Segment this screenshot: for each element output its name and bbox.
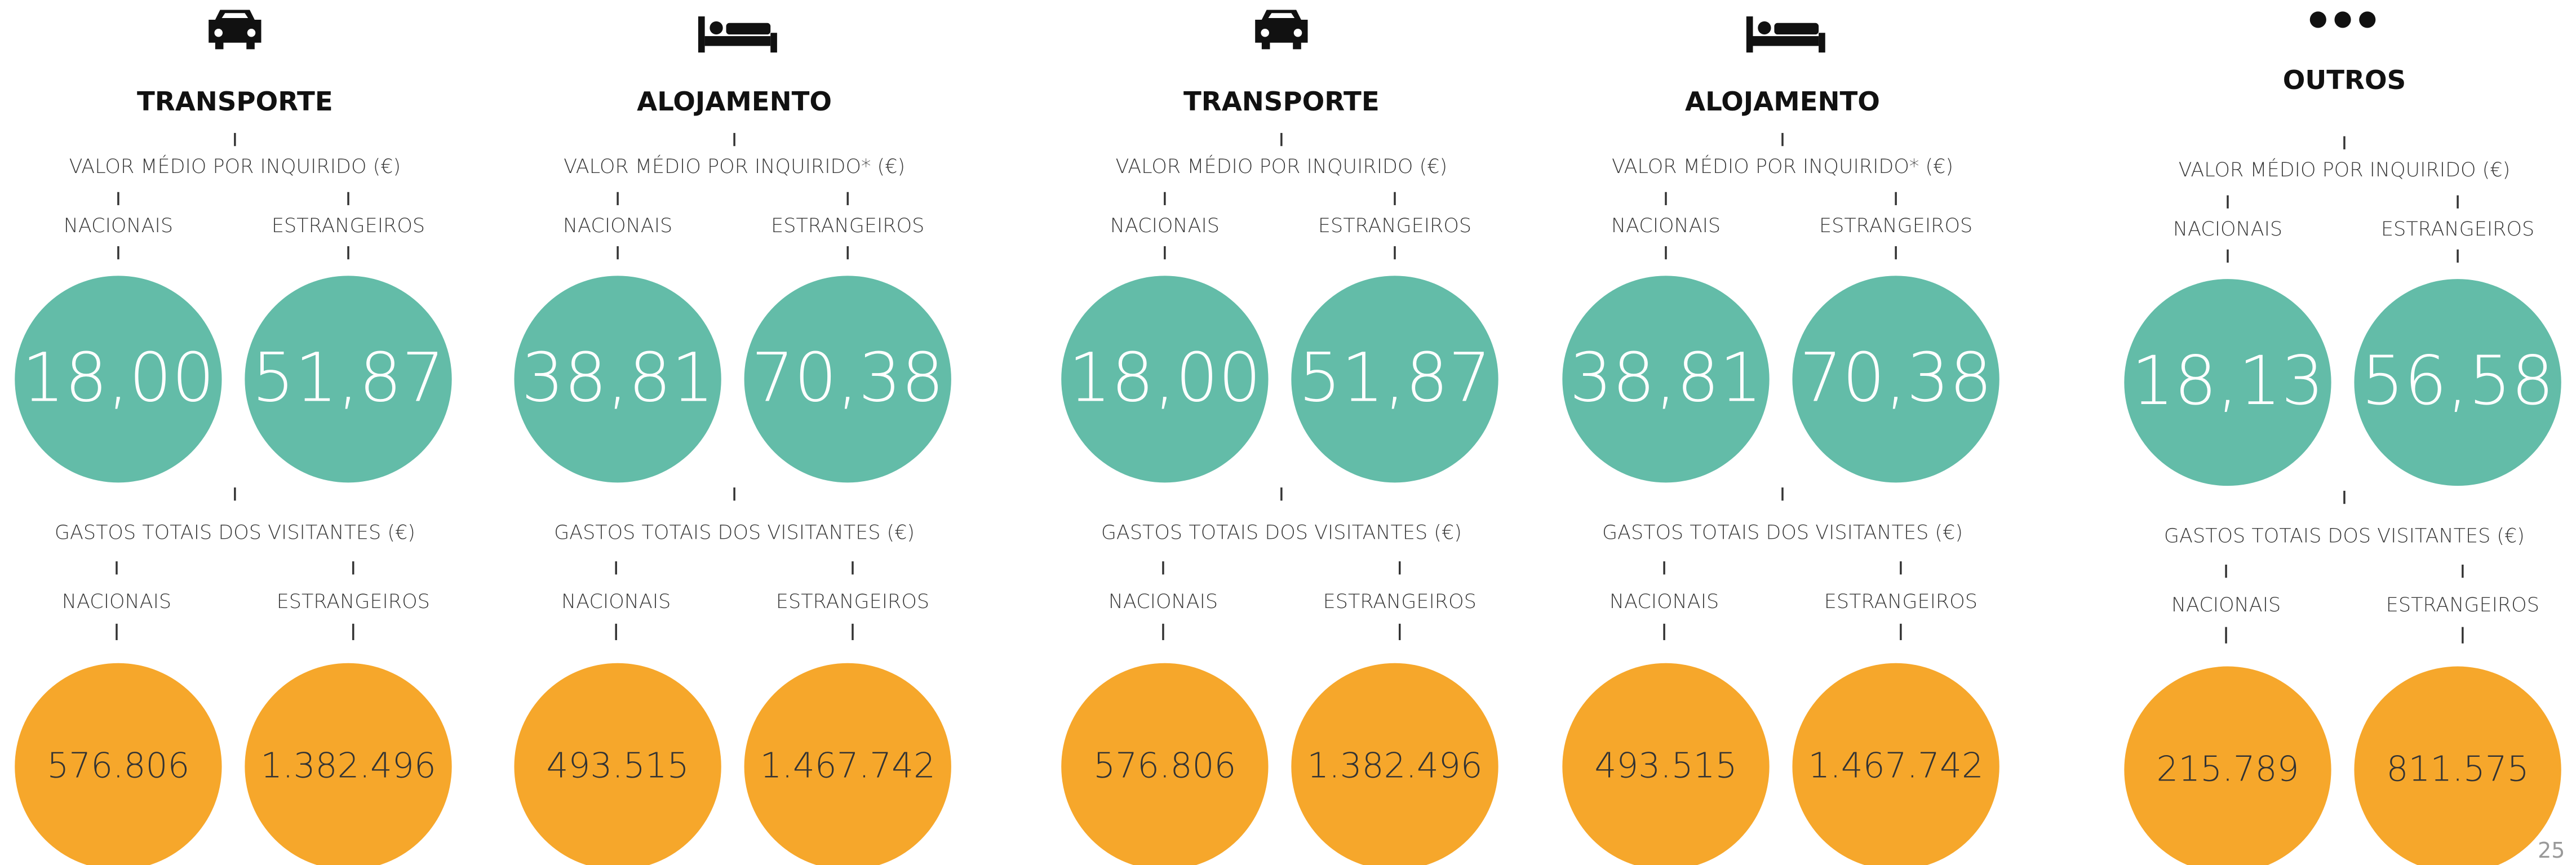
- total-value: 576.806: [1093, 746, 1236, 786]
- avg-value: 38,81: [1569, 339, 1762, 417]
- group-label: ESTRANGEIROS: [2386, 594, 2539, 616]
- section-label: GASTOS TOTAIS DOS VISITANTES (€): [554, 522, 915, 544]
- avg-value: 70,38: [1799, 339, 1992, 417]
- group-label: ESTRANGEIROS: [776, 591, 929, 613]
- car-icon: [1255, 10, 1308, 50]
- avg-value: 51,87: [1298, 339, 1491, 417]
- section-label: VALOR MÉDIO POR INQUIRIDO (€): [1116, 154, 1448, 178]
- group-label: NACIONAIS: [2173, 218, 2282, 241]
- section-label: VALOR MÉDIO POR INQUIRIDO* (€): [1612, 154, 1953, 178]
- avg-circle: [2354, 279, 2561, 486]
- panel-title: TRANSPORTE: [137, 86, 333, 117]
- bed-icon: [1746, 16, 1825, 53]
- avg-circle: [744, 276, 951, 483]
- total-value: 1.467.742: [1808, 746, 1984, 786]
- total-circle: [15, 663, 222, 865]
- total-value: 576.806: [47, 746, 189, 786]
- bed-icon: [698, 16, 777, 53]
- group-label: ESTRANGEIROS: [277, 591, 430, 613]
- section-label: VALOR MÉDIO POR INQUIRIDO* (€): [564, 154, 905, 178]
- group-label: NACIONAIS: [1610, 591, 1719, 613]
- panel-title: ALOJAMENTO: [1685, 86, 1880, 117]
- avg-circle: [1562, 276, 1770, 483]
- avg-circle: [1061, 276, 1269, 483]
- group-label: NACIONAIS: [2171, 594, 2281, 616]
- total-circle: [1061, 663, 1269, 865]
- panel-title: ALOJAMENTO: [637, 86, 832, 117]
- dots-icon: [2309, 11, 2376, 28]
- total-value: 1.382.496: [260, 746, 436, 786]
- group-label: NACIONAIS: [1110, 215, 1220, 237]
- avg-circle: [245, 276, 452, 483]
- total-circle: [1291, 663, 1498, 865]
- car-icon: [209, 10, 261, 50]
- avg-circle: [1291, 276, 1498, 483]
- avg-value: 18,00: [22, 339, 215, 417]
- group-label: ESTRANGEIROS: [771, 215, 924, 237]
- group-label: ESTRANGEIROS: [1323, 591, 1477, 613]
- group-label: NACIONAIS: [561, 591, 671, 613]
- section-label: GASTOS TOTAIS DOS VISITANTES (€): [2164, 525, 2525, 547]
- total-circle: [1562, 663, 1770, 865]
- group-label: NACIONAIS: [62, 591, 171, 613]
- total-circle: [514, 663, 721, 865]
- section-label: GASTOS TOTAIS DOS VISITANTES (€): [1101, 522, 1462, 544]
- total-value: 1.467.742: [760, 746, 935, 786]
- total-circle: [2124, 666, 2331, 865]
- group-label: NACIONAIS: [64, 215, 173, 237]
- group-label: ESTRANGEIROS: [272, 215, 425, 237]
- avg-value: 18,00: [1068, 339, 1261, 417]
- section-label: GASTOS TOTAIS DOS VISITANTES (€): [55, 522, 415, 544]
- total-circle: [744, 663, 951, 865]
- avg-circle: [514, 276, 721, 483]
- group-label: ESTRANGEIROS: [1824, 591, 1978, 613]
- section-label: VALOR MÉDIO POR INQUIRIDO (€): [69, 154, 401, 178]
- total-circle: [1792, 663, 1999, 865]
- total-circle: [245, 663, 452, 865]
- total-circle: [2354, 666, 2561, 865]
- total-value: 493.515: [547, 746, 689, 786]
- avg-value: 38,81: [521, 339, 714, 417]
- group-label: NACIONAIS: [563, 215, 672, 237]
- group-label: NACIONAIS: [1109, 591, 1218, 613]
- section-label: GASTOS TOTAIS DOS VISITANTES (€): [1602, 522, 1963, 544]
- section-label: VALOR MÉDIO POR INQUIRIDO (€): [2179, 158, 2511, 181]
- avg-value: 51,87: [252, 339, 445, 417]
- total-value: 493.515: [1594, 746, 1737, 786]
- group-label: ESTRANGEIROS: [1819, 215, 1972, 237]
- page-number: 25: [2538, 838, 2565, 863]
- avg-value: 18,13: [2131, 342, 2324, 420]
- avg-circle: [1792, 276, 1999, 483]
- panel-title: OUTROS: [2283, 65, 2406, 95]
- total-value: 1.382.496: [1307, 746, 1483, 786]
- avg-circle: [2124, 279, 2331, 486]
- total-value: 215.789: [2156, 749, 2299, 789]
- total-value: 811.575: [2387, 749, 2529, 789]
- avg-circle: [15, 276, 222, 483]
- avg-value: 56,58: [2361, 342, 2554, 420]
- avg-value: 70,38: [751, 339, 944, 417]
- group-label: NACIONAIS: [1611, 215, 1721, 237]
- panel-title: TRANSPORTE: [1183, 86, 1380, 117]
- group-label: ESTRANGEIROS: [2381, 218, 2534, 241]
- group-label: ESTRANGEIROS: [1318, 215, 1471, 237]
